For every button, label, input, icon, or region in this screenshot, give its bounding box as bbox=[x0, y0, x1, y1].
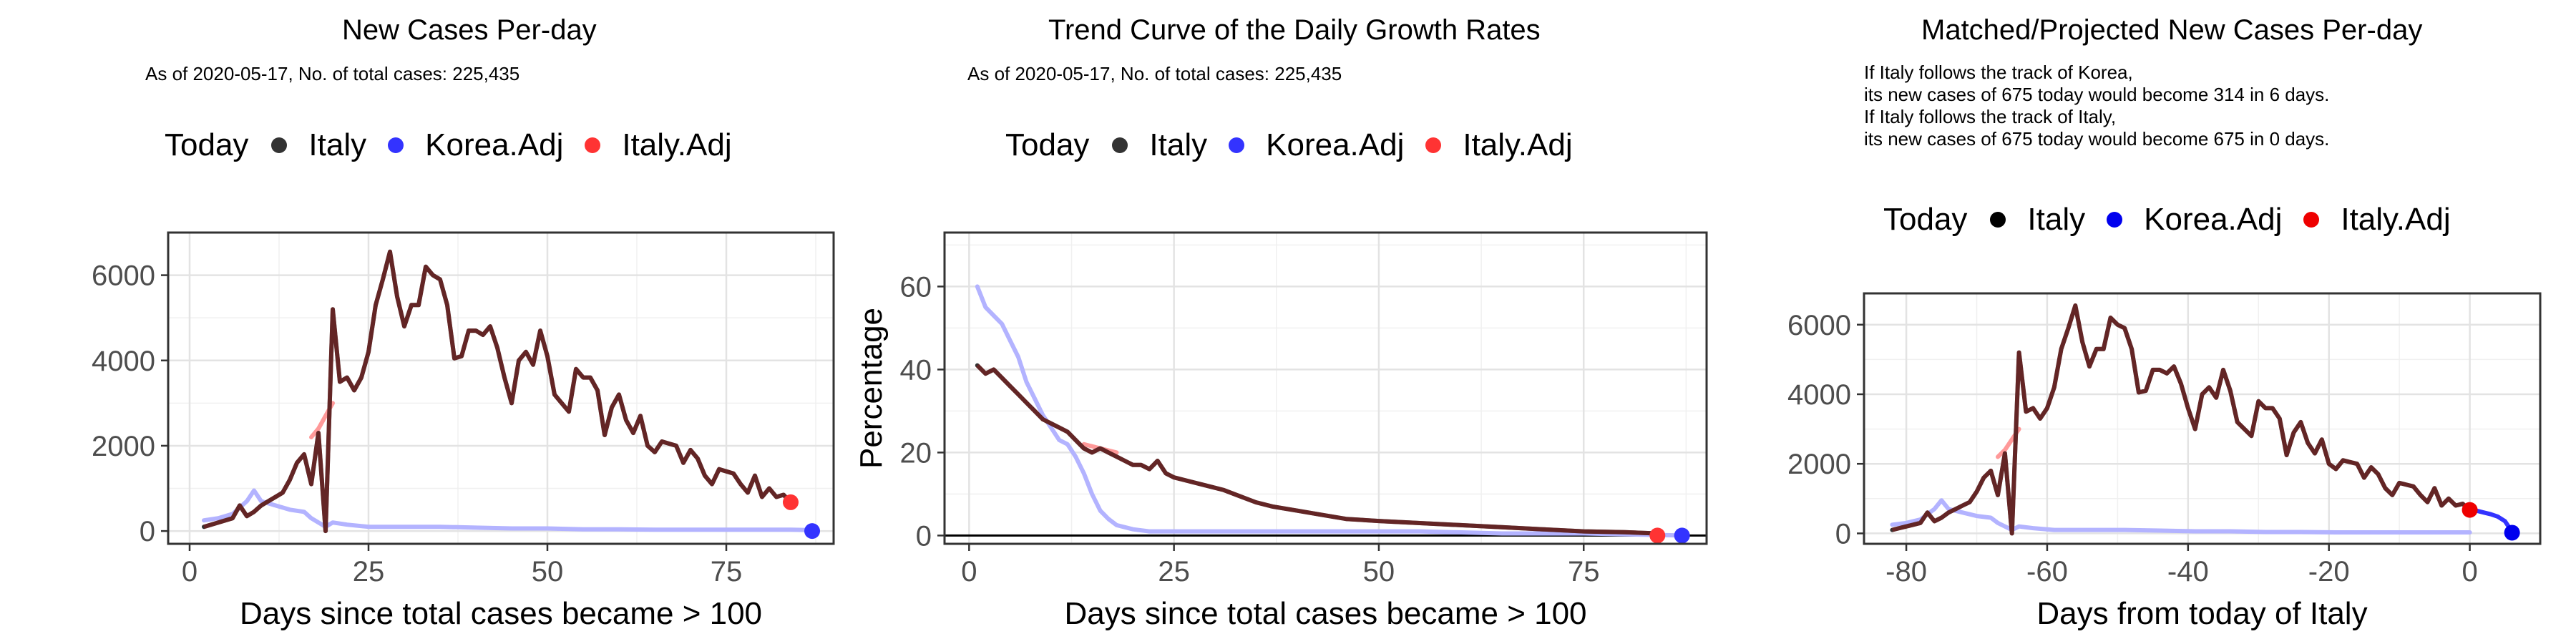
x-tick-label: 75 bbox=[711, 556, 743, 587]
plot-border bbox=[943, 231, 1708, 545]
plot-border bbox=[167, 231, 835, 545]
note-line: its new cases of 675 today would become … bbox=[1864, 128, 2330, 150]
legend-label-italy-adj: Italy.Adj bbox=[2341, 202, 2451, 237]
x-tick-label: 75 bbox=[1568, 556, 1600, 587]
x-tick-label: 25 bbox=[1158, 556, 1190, 587]
series-line-korea-adj bbox=[975, 284, 1684, 538]
y-tick-label: 2000 bbox=[92, 431, 155, 462]
y-axis-label: Percentage bbox=[854, 308, 889, 469]
legend-item-italy-adj: Italy.Adj bbox=[2303, 202, 2451, 238]
legend-item-italy-adj: Italy.Adj bbox=[585, 127, 732, 163]
y-tick-label: 20 bbox=[900, 437, 932, 469]
y-tick-label: 6000 bbox=[1787, 310, 1851, 341]
x-tick-label: -40 bbox=[2167, 556, 2209, 587]
y-tick-label: 4000 bbox=[92, 346, 155, 377]
x-axis-label: Days since total cases became > 100 bbox=[1064, 596, 1586, 631]
y-tick-label: 40 bbox=[900, 354, 932, 386]
legend-label-korea-adj: Korea.Adj bbox=[425, 127, 564, 162]
series-line-korea-adj bbox=[1890, 498, 2472, 535]
today-point-korea-adj bbox=[2504, 525, 2520, 541]
x-tick-label: 50 bbox=[1363, 556, 1395, 587]
y-tick-label: 4000 bbox=[1787, 379, 1851, 411]
legend: Today Italy Korea.Adj Italy.Adj bbox=[1005, 127, 1594, 163]
legend-dot-italy bbox=[1112, 137, 1128, 153]
x-tick-label: 0 bbox=[182, 556, 197, 587]
plot-border bbox=[1863, 292, 2542, 545]
legend-item-korea-adj: Korea.Adj bbox=[2107, 202, 2282, 238]
y-tick-label: 0 bbox=[1835, 518, 1851, 550]
plot-area: 0 25 50 75 0 20 40 60 Days since total cases bec… bbox=[854, 231, 1708, 631]
x-tick-label: 25 bbox=[353, 556, 385, 587]
plot-background bbox=[945, 233, 1707, 544]
y-tick-label: 6000 bbox=[92, 260, 155, 292]
legend-item-italy: Italy bbox=[1112, 127, 1207, 163]
x-axis-label: Days since total cases became > 100 bbox=[240, 596, 762, 631]
x-tick-label: -20 bbox=[2308, 556, 2350, 587]
legend-label-italy: Italy bbox=[308, 127, 367, 162]
y-tick-label: 60 bbox=[900, 271, 932, 303]
chart-title: Trend Curve of the Daily Growth Rates bbox=[1048, 14, 1541, 46]
x-tick-label: -60 bbox=[2026, 556, 2068, 587]
y-tick-label: 0 bbox=[140, 516, 155, 547]
note-line: its new cases of 675 today would become … bbox=[1864, 84, 2330, 105]
legend-dot-italy-adj bbox=[2303, 212, 2320, 228]
legend-dot-italy-adj bbox=[1425, 137, 1442, 153]
note-line: If Italy follows the track of Korea, bbox=[1864, 62, 2133, 83]
legend: Today Italy Korea.Adj Italy.Adj bbox=[165, 127, 753, 163]
today-point-italy-adj bbox=[1649, 527, 1666, 544]
legend-label-korea-adj: Korea.Adj bbox=[1266, 127, 1405, 162]
note-line: If Italy follows the track of Italy, bbox=[1864, 106, 2117, 127]
chart-panel-growth-rates: Trend Curve of the Daily Growth Rates As… bbox=[854, 0, 1717, 644]
legend-label-italy-adj: Italy.Adj bbox=[622, 127, 732, 162]
plot-area: -80 -60 -40 -20 0 0 2000 4000 6000 Days from toda… bbox=[1787, 292, 2542, 631]
today-point-italy-adj bbox=[783, 494, 799, 510]
legend-item-italy-adj: Italy.Adj bbox=[1425, 127, 1573, 163]
legend-label-italy: Italy bbox=[2027, 202, 2086, 237]
legend-dot-italy-adj bbox=[585, 137, 601, 153]
legend-item-italy: Italy bbox=[271, 127, 366, 163]
chart-panel-matched-projected: Matched/Projected New Cases Per-day If I… bbox=[1717, 0, 2576, 644]
legend-dot-italy bbox=[271, 137, 288, 153]
legend-label-italy: Italy bbox=[1149, 127, 1208, 162]
legend-item-korea-adj: Korea.Adj bbox=[388, 127, 563, 163]
plot-background bbox=[168, 233, 834, 544]
legend-title: Today bbox=[1883, 202, 1968, 237]
legend-dot-korea-adj bbox=[388, 137, 404, 153]
today-point-italy-adj bbox=[2462, 502, 2478, 518]
legend: Today Italy Korea.Adj Italy.Adj bbox=[1883, 202, 2472, 238]
legend-title: Today bbox=[165, 127, 249, 162]
legend-label-italy-adj: Italy.Adj bbox=[1463, 127, 1573, 162]
plot-area: 0 25 50 75 0 2000 4000 6000 Days since total cas… bbox=[92, 231, 835, 631]
x-axis-label: Days from today of Italy bbox=[2036, 596, 2367, 631]
legend-title: Today bbox=[1005, 127, 1090, 162]
y-tick-label: 2000 bbox=[1787, 449, 1851, 480]
x-tick-label: 0 bbox=[961, 556, 977, 587]
chart-panel-new-cases: New Cases Per-day As of 2020-05-17, No. … bbox=[0, 0, 859, 644]
chart-subtitle: As of 2020-05-17, No. of total cases: 22… bbox=[967, 63, 1342, 84]
series-line-overlap bbox=[1891, 303, 2472, 536]
series-line-korea-adj bbox=[202, 488, 814, 532]
y-tick-label: 0 bbox=[916, 520, 932, 552]
chart-title: New Cases Per-day bbox=[342, 14, 597, 46]
legend-dot-korea-adj bbox=[1229, 137, 1245, 153]
x-tick-label: 50 bbox=[532, 556, 564, 587]
x-tick-label: -80 bbox=[1885, 556, 1927, 587]
legend-label-korea-adj: Korea.Adj bbox=[2144, 202, 2283, 237]
projection-note: If Italy follows the track of Korea, its… bbox=[1864, 62, 2329, 150]
chart-subtitle: As of 2020-05-17, No. of total cases: 22… bbox=[145, 63, 520, 84]
legend-dot-italy bbox=[1990, 212, 2006, 228]
series-line-overlap bbox=[203, 249, 793, 534]
legend-dot-korea-adj bbox=[2107, 212, 2123, 228]
x-tick-label: 0 bbox=[2462, 556, 2477, 587]
series-line-overlap bbox=[975, 364, 1658, 536]
chart-title: Matched/Projected New Cases Per-day bbox=[1921, 14, 2423, 46]
legend-item-italy: Italy bbox=[1990, 202, 2085, 238]
today-point-korea-adj bbox=[804, 523, 820, 540]
today-point-korea-adj bbox=[1674, 527, 1690, 544]
legend-item-korea-adj: Korea.Adj bbox=[1229, 127, 1404, 163]
